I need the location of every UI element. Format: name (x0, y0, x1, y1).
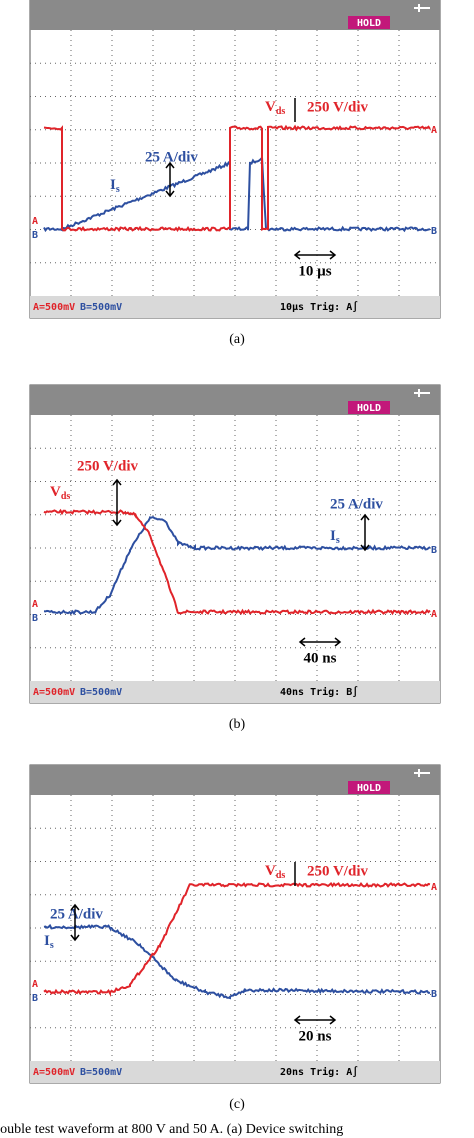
is-main: I (44, 933, 50, 949)
channel-b: B (32, 993, 38, 1004)
trace-ids (43, 157, 431, 233)
is-label: Is (330, 528, 340, 546)
hold-badge (348, 401, 390, 414)
is-label: Is (44, 933, 54, 951)
status-b: B=500mV (80, 1067, 122, 1078)
vds-sub: ds (276, 106, 286, 117)
panel-caption: (a) (229, 332, 245, 347)
i-arrow (70, 903, 80, 942)
v-scale: 250 V/div (307, 863, 368, 879)
trace-ids (43, 923, 431, 1000)
vds-sub: ds (61, 491, 71, 502)
trace-vds (43, 881, 431, 998)
i-scale: 25 A/div (330, 496, 383, 512)
is-main: I (110, 177, 116, 193)
plug-icon (414, 4, 430, 12)
bottom-bar (30, 296, 440, 318)
vds-main: V (265, 99, 276, 115)
channel-b: B (431, 226, 437, 237)
plug-icon (414, 389, 430, 397)
time-scale: 20 ns (299, 1028, 332, 1044)
v-arrow (112, 478, 122, 527)
i-scale: 25 A/div (145, 149, 198, 165)
vds-sub: ds (276, 870, 286, 881)
hold-badge (348, 781, 390, 794)
channel-a: A (32, 979, 38, 990)
status-b: B=500mV (80, 687, 122, 698)
is-main: I (330, 528, 336, 544)
hold-label: HOLD (357, 18, 381, 29)
bottom-bar (30, 681, 440, 703)
channel-a: A (32, 216, 38, 227)
status-a: A=500mV (33, 687, 75, 698)
i-scale: 25 A/div (50, 906, 103, 922)
channel-b: B (431, 545, 437, 556)
vds-label: Vds (50, 484, 70, 502)
time-arrow (293, 1015, 337, 1025)
is-label: Is (110, 177, 120, 195)
time-scale: 10 µs (298, 263, 331, 279)
trace-ids (43, 515, 431, 616)
is-sub: s (50, 940, 54, 951)
v-scale: 250 V/div (77, 458, 138, 474)
vds-label: Vds (265, 863, 285, 881)
hold-badge (348, 16, 390, 29)
is-sub: s (116, 184, 120, 195)
time-arrow (298, 637, 342, 647)
figure-caption: Double test waveform at 800 V and 50 A. … (0, 1122, 343, 1137)
hold-label: HOLD (357, 403, 381, 414)
channel-a: A (431, 609, 437, 620)
time-scale: 40 ns (304, 650, 337, 666)
trace-vds (43, 124, 431, 233)
status-b: B=500mV (80, 302, 122, 313)
channel-a: A (431, 882, 437, 893)
status-right: 40ns Trig: B∫ (280, 686, 358, 698)
i-arrow (360, 513, 370, 552)
channel-b: B (32, 230, 38, 241)
is-sub: s (336, 535, 340, 546)
v-scale: 250 V/div (307, 99, 368, 115)
status-a: A=500mV (33, 1067, 75, 1078)
channel-a: A (32, 599, 38, 610)
channel-b: B (431, 989, 437, 1000)
channel-b: B (32, 613, 38, 624)
vds-main: V (50, 484, 61, 500)
trace-vds (43, 508, 431, 616)
status-right: 20ns Trig: A∫ (280, 1066, 358, 1078)
panel-caption: (c) (229, 1097, 245, 1112)
i-arrow (165, 161, 175, 198)
status-right: 10µs Trig: A∫ (280, 301, 358, 313)
bottom-bar (30, 1061, 440, 1083)
vds-label: Vds (265, 99, 285, 117)
panel-caption: (b) (229, 717, 246, 732)
vds-main: V (265, 863, 276, 879)
status-a: A=500mV (33, 302, 75, 313)
channel-a: A (431, 125, 437, 136)
hold-label: HOLD (357, 783, 381, 794)
plug-icon (414, 769, 430, 777)
time-arrow (293, 250, 337, 260)
